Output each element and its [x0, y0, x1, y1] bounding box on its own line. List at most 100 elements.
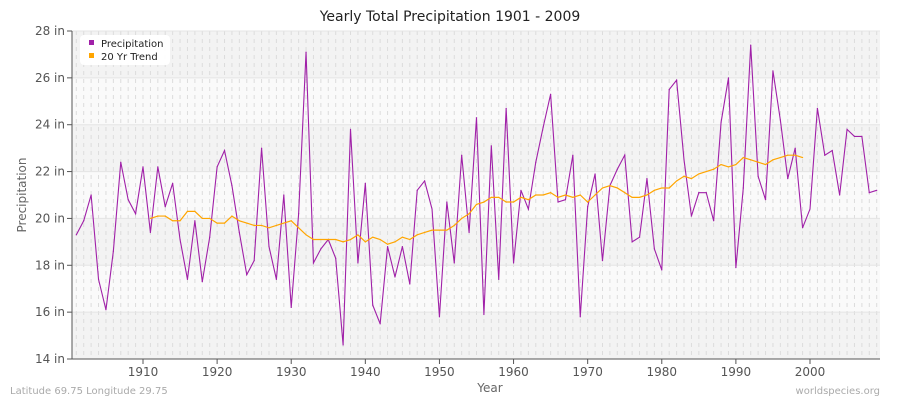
precipitation-point	[260, 147, 263, 149]
precipitation-point	[342, 344, 344, 346]
x-tick-label: 1920	[202, 365, 233, 379]
trend-point	[268, 227, 270, 229]
precipitation-point	[512, 262, 515, 264]
trend-point	[705, 170, 707, 173]
legend-swatch-precipitation	[89, 40, 94, 45]
trend-point	[535, 194, 537, 196]
trend-point	[216, 222, 218, 224]
precipitation-point	[298, 213, 300, 215]
trend-point	[794, 154, 796, 156]
precipitation-point	[757, 175, 759, 177]
precipitation-point	[186, 278, 189, 280]
trend-point	[505, 201, 507, 203]
trend-point	[661, 187, 663, 189]
precipitation-point	[364, 182, 366, 184]
trend-point	[676, 180, 678, 182]
y-axis-label: Precipitation	[15, 157, 29, 232]
precipitation-point	[349, 128, 352, 130]
trend-point	[372, 236, 374, 238]
trend-point	[646, 194, 648, 196]
precipitation-point	[209, 236, 211, 238]
precipitation-point	[490, 145, 492, 147]
trend-point	[209, 217, 211, 220]
precipitation-point	[386, 245, 389, 248]
precipitation-point	[616, 168, 618, 170]
trend-point	[557, 196, 559, 198]
trend-point	[587, 201, 589, 203]
precipitation-point	[216, 166, 218, 168]
trend-point	[490, 196, 492, 198]
precipitation-point	[134, 213, 137, 215]
precipitation-point	[742, 187, 744, 189]
trend-point	[683, 175, 685, 177]
trend-point	[601, 187, 604, 189]
precipitation-point	[750, 44, 752, 46]
x-tick-label: 1960	[498, 365, 529, 379]
precipitation-point	[194, 220, 196, 222]
x-tick-label: 2000	[795, 365, 826, 379]
trend-point	[275, 224, 277, 227]
precipitation-point	[601, 260, 604, 262]
trend-point	[386, 243, 389, 245]
trend-point	[283, 222, 285, 224]
y-tick-label: 22 in	[35, 165, 65, 179]
chart-title: Yearly Total Precipitation 1901 - 2009	[319, 9, 581, 25]
precipitation-point	[461, 154, 463, 156]
precipitation-point	[179, 238, 181, 241]
x-tick-label: 1970	[572, 365, 603, 379]
precipitation-point	[83, 220, 85, 222]
precipitation-point	[831, 149, 833, 152]
precipitation-point	[787, 178, 789, 180]
trend-point	[609, 185, 611, 187]
trend-point	[564, 194, 567, 196]
precipitation-point	[520, 189, 522, 191]
precipitation-point	[283, 194, 285, 196]
legend-label-trend: 20 Yr Trend	[101, 52, 158, 63]
precipitation-point	[564, 199, 567, 201]
trend-point	[668, 187, 670, 189]
precipitation-point	[727, 77, 730, 79]
trend-point	[379, 238, 381, 241]
precipitation-point	[579, 316, 581, 318]
precipitation-point	[720, 121, 722, 123]
trend-point	[290, 220, 292, 222]
y-tick-label: 24 in	[35, 118, 65, 132]
precipitation-point	[624, 154, 626, 156]
precipitation-point	[550, 93, 552, 95]
trend-point	[246, 222, 248, 224]
legend-label-precipitation: Precipitation	[101, 39, 164, 50]
trend-point	[320, 238, 322, 241]
trend-point	[727, 166, 730, 168]
precipitation-point	[475, 117, 478, 119]
trend-point	[750, 159, 752, 161]
precipitation-point	[868, 192, 870, 194]
precipitation-point	[120, 161, 122, 163]
y-tick-label: 26 in	[35, 71, 65, 85]
trend-point	[172, 220, 174, 222]
precipitation-point	[853, 135, 856, 138]
trend-point	[579, 194, 581, 196]
trend-point	[468, 213, 470, 215]
trend-point	[446, 229, 448, 231]
precipitation-point	[75, 234, 77, 236]
precipitation-point	[105, 309, 107, 311]
trend-point	[616, 187, 618, 189]
trend-point	[527, 199, 529, 201]
precipitation-point	[772, 70, 774, 72]
x-tick-label: 1910	[128, 365, 159, 379]
trend-point	[698, 173, 700, 175]
precipitation-point	[438, 316, 441, 318]
trend-point	[157, 215, 159, 217]
trend-point	[164, 215, 166, 217]
grid-band	[72, 31, 880, 78]
precipitation-point	[839, 194, 841, 196]
trend-point	[779, 156, 781, 159]
precipitation-point	[587, 206, 589, 208]
trend-point	[550, 192, 552, 194]
precipitation-point	[246, 274, 248, 276]
precipitation-point	[690, 215, 693, 217]
precipitation-point	[824, 154, 826, 156]
y-tick-label: 14 in	[35, 352, 65, 366]
precipitation-point	[305, 51, 307, 53]
